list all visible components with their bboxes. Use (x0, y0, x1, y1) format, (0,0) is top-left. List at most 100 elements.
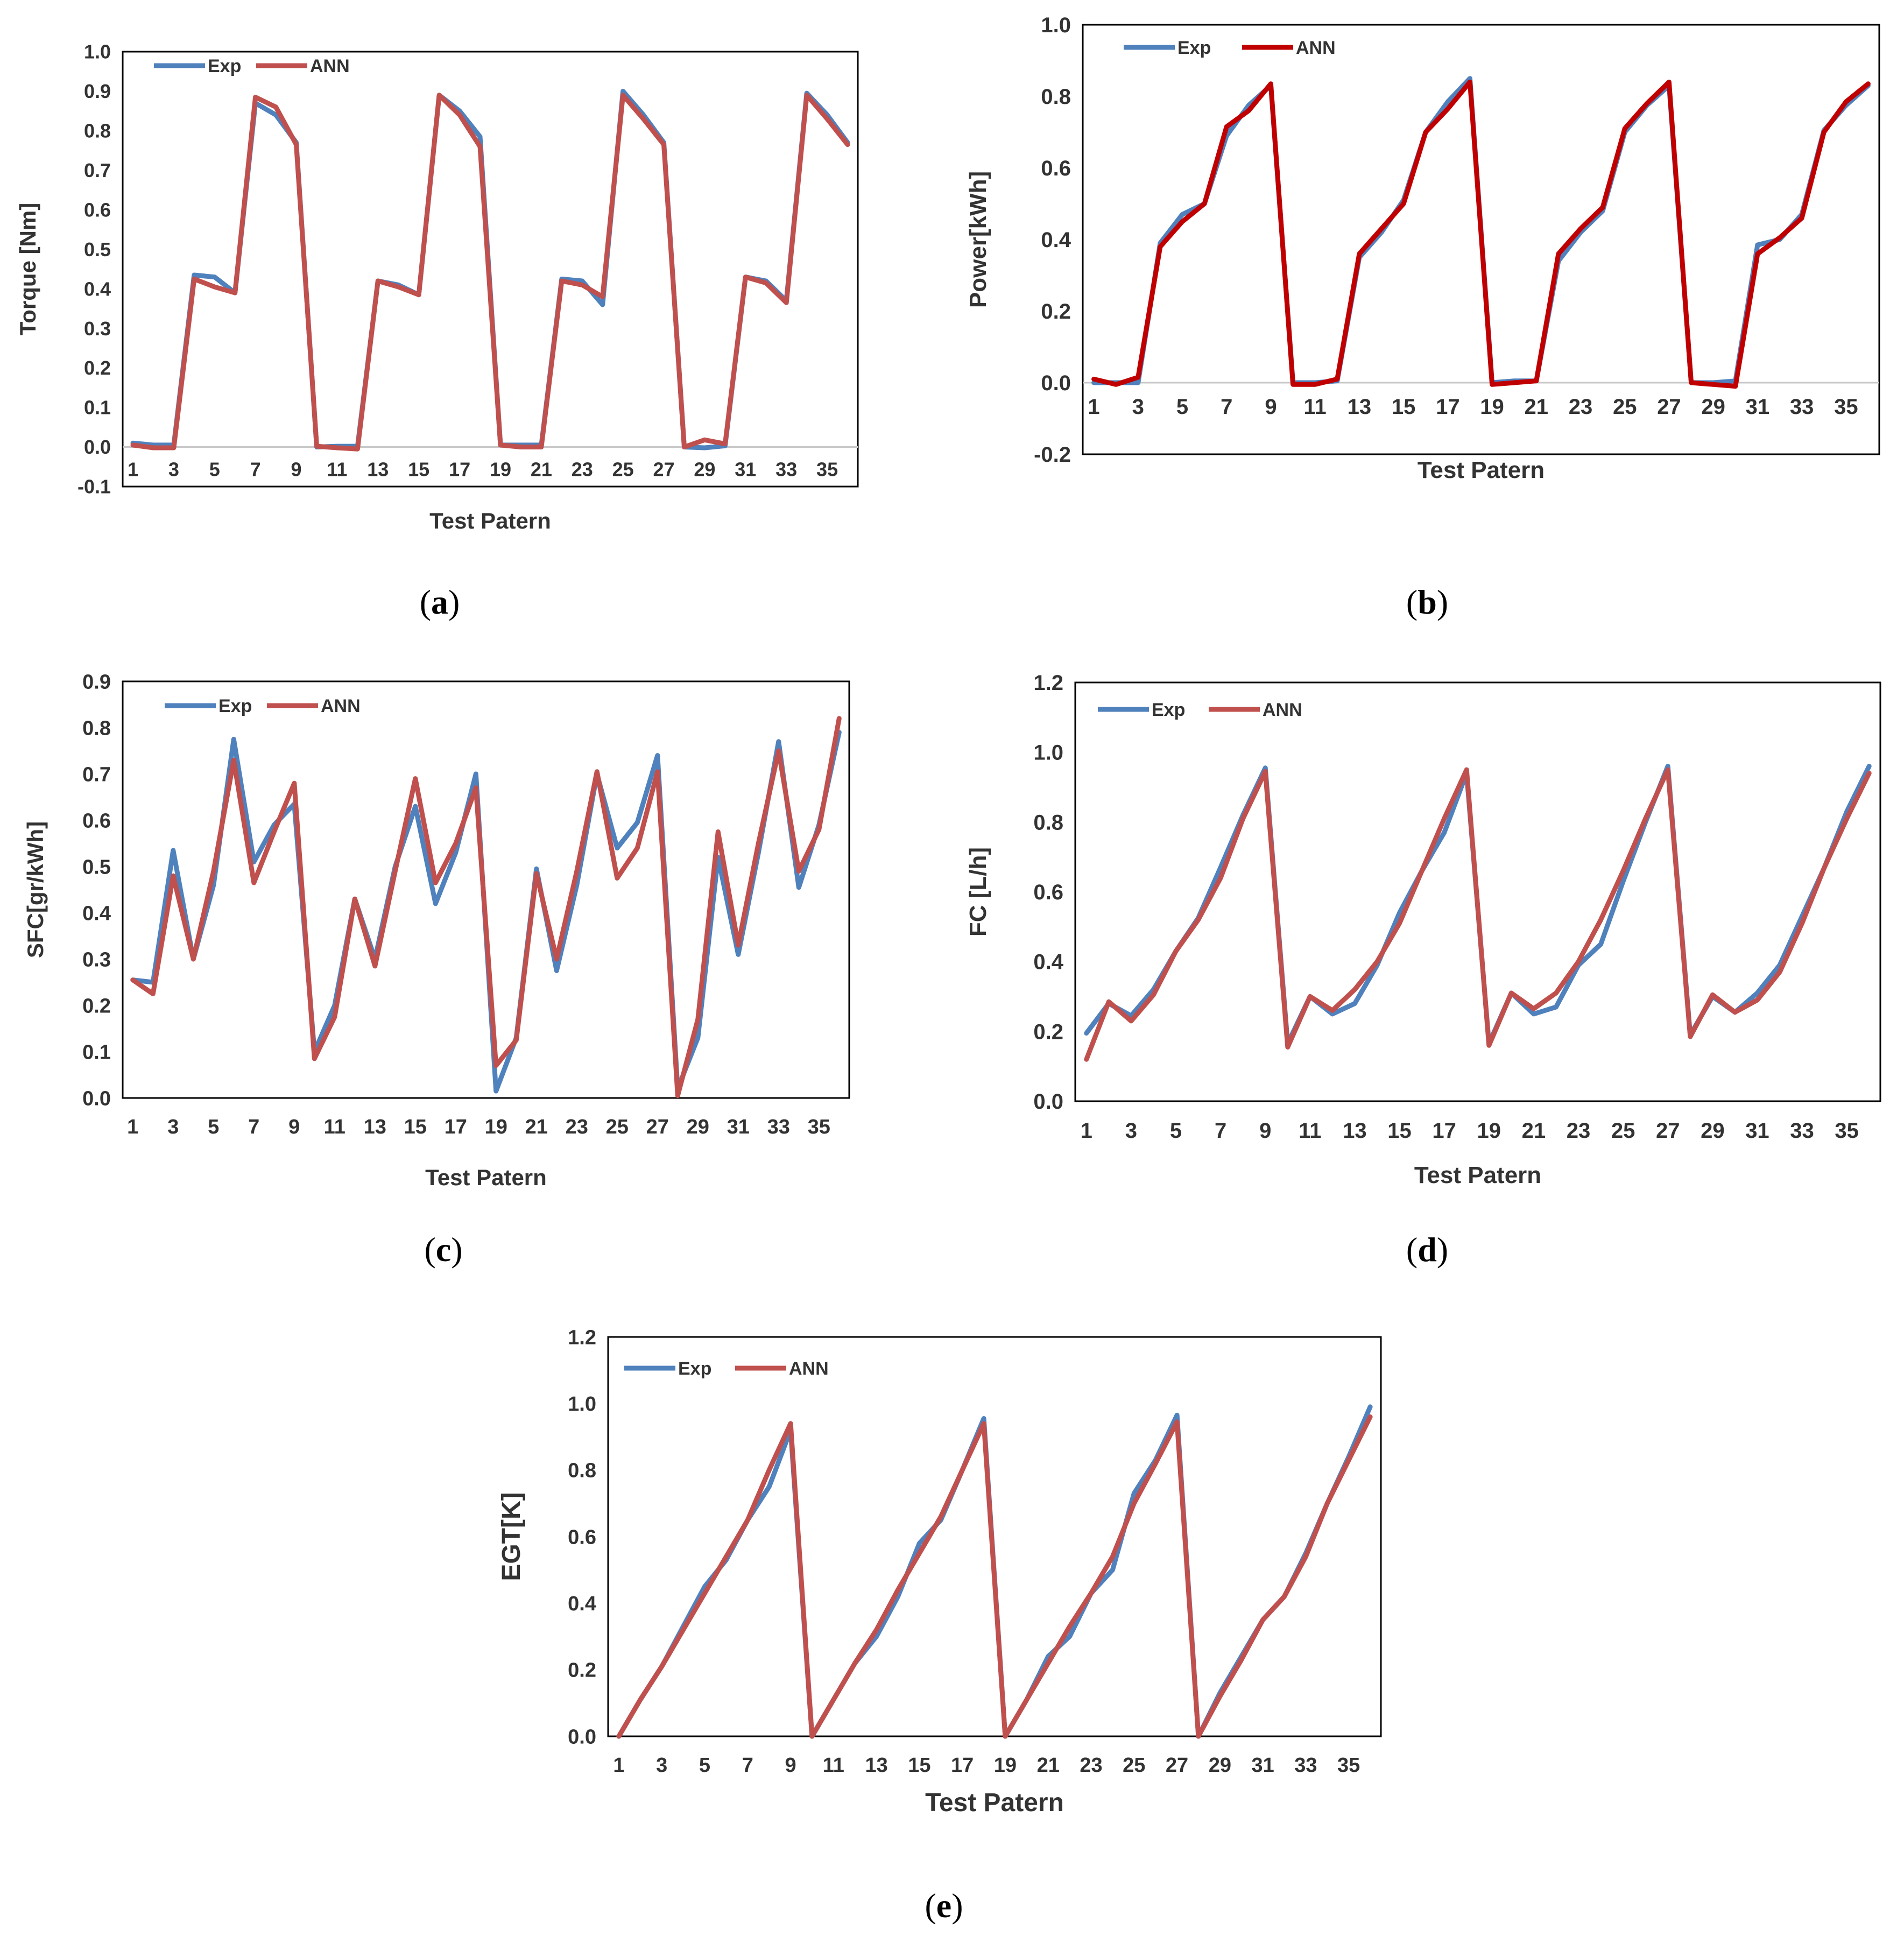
x-tick-label: 1 (127, 1116, 138, 1138)
x-tick-label: 11 (327, 459, 347, 481)
x-tick-label: 17 (951, 1754, 974, 1777)
y-tick-label: 0.4 (84, 278, 111, 300)
y-axis-label: Torque [Nm] (15, 203, 40, 336)
y-tick-label: 0.0 (84, 436, 111, 458)
x-tick-label: 9 (288, 1116, 300, 1138)
x-tick-label: 33 (1790, 395, 1814, 419)
y-tick-label: 1.2 (1033, 671, 1063, 695)
x-axis-label: Test Patern (1414, 1162, 1541, 1188)
y-tick-label: 0.8 (568, 1460, 596, 1482)
panel-label: (b) (1406, 583, 1448, 621)
legend-label-ann: ANN (789, 1358, 829, 1379)
y-tick-label: 0.8 (1041, 85, 1071, 109)
y-tick-label: 0.3 (82, 948, 111, 971)
series-line-ann (1084, 767, 1872, 1062)
x-tick-label: 11 (1304, 395, 1327, 419)
legend-label-exp: Exp (208, 56, 241, 76)
x-tick-label: 7 (742, 1754, 753, 1777)
y-tick-label: 0.9 (84, 80, 111, 102)
y-tick-label: 0.1 (84, 397, 111, 419)
x-axis-label: Test Patern (425, 1165, 547, 1190)
x-tick-label: 29 (694, 459, 715, 481)
x-tick-label: 29 (1701, 1119, 1725, 1143)
x-tick-label: 17 (1436, 395, 1460, 419)
x-tick-label: 15 (908, 1754, 930, 1777)
x-tick-label: 35 (808, 1116, 830, 1138)
x-tick-label: 31 (727, 1116, 750, 1138)
x-axis-label: Test Patern (1418, 457, 1545, 483)
y-tick-label: 0.5 (82, 856, 111, 878)
y-tick-label: 0.6 (1033, 881, 1063, 904)
x-tick-label: 21 (531, 459, 552, 481)
y-axis-label: Power[kWh] (965, 171, 991, 308)
x-tick-label: 7 (1221, 395, 1232, 419)
x-tick-label: 25 (1611, 1119, 1635, 1143)
y-axis-label: EGT[K] (497, 1492, 526, 1581)
x-tick-label: 5 (699, 1754, 710, 1777)
panel-label: (d) (1406, 1230, 1448, 1269)
chart-a: -0.10.00.10.20.30.40.50.60.70.80.91.01 3 5… (15, 41, 859, 621)
x-tick-label: 31 (1746, 395, 1770, 419)
x-tick-label: 9 (291, 459, 302, 481)
x-axis-label: Test Patern (925, 1789, 1064, 1817)
x-tick-label: 7 (250, 459, 261, 481)
x-tick-label: 29 (687, 1116, 709, 1138)
y-tick-label: 0.0 (1033, 1090, 1063, 1114)
x-tick-label: 13 (1348, 395, 1372, 419)
plot-area (607, 1336, 1382, 1737)
x-tick-label: 19 (994, 1754, 1017, 1777)
chart-e: 0.00.20.40.60.81.01.21 3 5 7 9 11 13 15 17 19 21 23… (497, 1326, 1382, 1925)
x-tick-label: 19 (1477, 1119, 1501, 1143)
x-tick-label: 19 (1480, 395, 1504, 419)
series-line-ann (130, 93, 850, 452)
legend-label-exp: Exp (1177, 38, 1211, 58)
panel-label: (c) (424, 1230, 462, 1269)
x-tick-label: 27 (653, 459, 675, 481)
y-axis-label: FC [L/h] (965, 847, 991, 937)
y-tick-label: 0.8 (1033, 811, 1063, 834)
chart-b: -0.20.00.20.40.60.81.01 3 5 7 9 11 13 15 17 19 21 2… (965, 13, 1880, 621)
x-tick-label: 23 (1569, 395, 1593, 419)
y-tick-label: 0.2 (1033, 1020, 1063, 1044)
legend-label-ann: ANN (1296, 38, 1336, 58)
x-tick-label: 9 (1259, 1119, 1271, 1143)
y-tick-label: 0.1 (82, 1041, 111, 1064)
x-tick-label: 13 (1343, 1119, 1367, 1143)
y-tick-label: 1.0 (1033, 741, 1063, 765)
x-tick-label: 13 (865, 1754, 887, 1777)
x-tick-label: 15 (1387, 1119, 1412, 1143)
x-tick-label: 35 (1337, 1754, 1360, 1777)
x-tick-label: 5 (209, 459, 220, 481)
x-tick-label: 17 (1432, 1119, 1456, 1143)
x-tick-label: 13 (367, 459, 389, 481)
x-tick-label: 3 (168, 459, 179, 481)
y-tick-label: 0.7 (82, 763, 111, 786)
x-tick-label: 33 (775, 459, 797, 481)
x-tick-label: 15 (404, 1116, 427, 1138)
y-tick-label: 0.3 (84, 318, 111, 340)
x-tick-label: 35 (1834, 395, 1858, 419)
x-tick-label: 1 (1081, 1119, 1092, 1143)
x-tick-label: 21 (525, 1116, 548, 1138)
y-tick-label: -0.1 (77, 476, 111, 498)
x-tick-label: 3 (167, 1116, 179, 1138)
chart-d: 0.00.20.40.60.81.01.21 3 5 7 9 11 13 15 17 19 21 23… (965, 671, 1881, 1269)
legend-label-exp: Exp (1152, 700, 1185, 720)
x-tick-label: 5 (208, 1116, 219, 1138)
legend-label-exp: Exp (678, 1358, 711, 1379)
y-tick-label: 0.6 (1041, 157, 1071, 180)
x-tick-label: 25 (1123, 1754, 1145, 1777)
x-tick-label: 9 (785, 1754, 796, 1777)
x-tick-label: 35 (1835, 1119, 1859, 1143)
y-tick-label: 0.0 (568, 1726, 596, 1748)
y-tick-label: 0.5 (84, 238, 111, 261)
x-tick-label: 23 (566, 1116, 588, 1138)
x-tick-label: 17 (445, 1116, 467, 1138)
x-tick-label: 31 (1745, 1119, 1769, 1143)
y-tick-label: 0.4 (1033, 951, 1063, 974)
x-tick-label: 33 (1790, 1119, 1814, 1143)
x-tick-label: 25 (1613, 395, 1637, 419)
x-tick-label: 21 (1037, 1754, 1060, 1777)
chart-c: 0.00.10.20.30.40.50.60.70.80.91 3 5 7 9 11 13 1… (23, 671, 850, 1269)
